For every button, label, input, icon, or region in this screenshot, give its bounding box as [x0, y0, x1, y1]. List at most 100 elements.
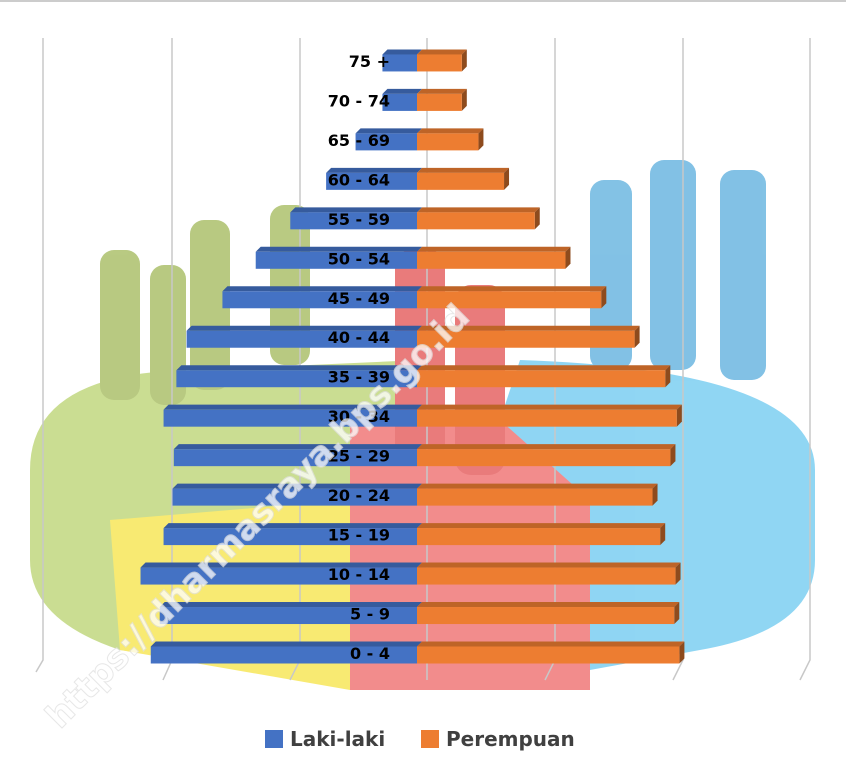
bar	[355, 128, 422, 151]
bar	[417, 523, 666, 546]
category-label: 65 - 69	[328, 131, 390, 150]
bar-face	[417, 528, 661, 546]
bar	[159, 602, 422, 625]
bar-side	[665, 365, 671, 388]
bar-top	[417, 602, 680, 608]
bar-top	[417, 128, 484, 134]
bar-top	[417, 641, 685, 647]
bar-top	[417, 286, 607, 292]
bar	[417, 49, 467, 72]
bar	[163, 404, 422, 427]
bar-top	[382, 49, 422, 55]
bar	[255, 246, 422, 269]
bar	[417, 641, 685, 664]
bar	[163, 523, 422, 546]
bar	[186, 325, 422, 348]
bar	[417, 325, 640, 348]
bar-top	[417, 365, 671, 371]
bar	[417, 207, 540, 230]
category-label: 70 - 74	[328, 91, 390, 110]
bar-top	[222, 286, 422, 292]
bar-side	[634, 325, 640, 348]
bar-top	[417, 404, 682, 410]
bar	[417, 246, 571, 269]
bar-side	[679, 641, 685, 664]
bar-side	[660, 523, 666, 546]
category-label: 45 - 49	[328, 289, 390, 308]
bar-top	[417, 483, 658, 489]
bar-side	[565, 246, 571, 269]
category-label: 5 - 9	[350, 605, 390, 624]
bar-top	[290, 207, 422, 213]
bar-face	[417, 409, 677, 427]
bar-face	[417, 646, 680, 664]
bar-face	[163, 409, 417, 427]
bar	[417, 167, 510, 190]
people-blue	[590, 160, 766, 380]
category-label: 25 - 29	[328, 447, 390, 466]
bar	[417, 286, 607, 309]
bar	[326, 167, 422, 190]
bar-top	[150, 641, 422, 647]
bar	[417, 602, 680, 625]
bar-face	[382, 54, 417, 72]
bar-face	[417, 607, 675, 625]
bar-top	[417, 207, 540, 213]
bar	[417, 444, 676, 467]
bar-top	[382, 88, 422, 94]
grid-line	[35, 38, 44, 673]
bar-face	[417, 54, 462, 72]
bar-face	[417, 291, 602, 309]
bar-face	[173, 449, 417, 467]
bar	[382, 88, 422, 111]
bar-face	[417, 93, 462, 111]
bar-side	[461, 49, 467, 72]
bar-face	[290, 212, 417, 230]
category-label: 15 - 19	[328, 526, 390, 545]
bar-side	[675, 562, 681, 585]
bar	[417, 562, 681, 585]
bar-face	[417, 370, 666, 388]
bar-face	[417, 212, 535, 230]
bar	[417, 128, 484, 151]
bar-top	[172, 483, 422, 489]
category-label: 75 +	[349, 52, 390, 71]
bar-side	[601, 286, 607, 309]
bar-face	[355, 133, 417, 151]
bar-top	[417, 49, 467, 55]
bar-side	[652, 483, 658, 506]
bar-face	[417, 251, 566, 269]
category-label: 60 - 64	[328, 170, 390, 189]
bar-top	[417, 523, 666, 529]
bar-face	[159, 607, 417, 625]
bar-top	[173, 444, 422, 450]
legend-swatch	[421, 730, 439, 748]
bar	[173, 444, 422, 467]
bar-side	[478, 128, 484, 151]
bar-top	[163, 404, 422, 410]
bar-face	[326, 172, 417, 190]
category-label: 20 - 24	[328, 486, 390, 505]
bar-face	[150, 646, 417, 664]
category-label: 55 - 59	[328, 210, 390, 229]
bar	[417, 404, 682, 427]
bar-side	[676, 404, 682, 427]
pie-blue	[500, 360, 815, 670]
bar-top	[417, 444, 676, 450]
bar-top	[186, 325, 422, 331]
bar	[140, 562, 422, 585]
bar	[417, 365, 671, 388]
bar	[290, 207, 422, 230]
bar-face	[417, 488, 653, 506]
bar-face	[186, 330, 417, 348]
legend-label: Perempuan	[446, 727, 575, 751]
bar	[417, 88, 467, 111]
bar-face	[417, 567, 676, 585]
legend-swatch	[265, 730, 283, 748]
bar-face	[176, 370, 417, 388]
bar-top	[159, 602, 422, 608]
category-label: 10 - 14	[328, 565, 390, 584]
legend-label: Laki-laki	[290, 727, 385, 751]
bar	[417, 483, 658, 506]
bar-face	[140, 567, 417, 585]
